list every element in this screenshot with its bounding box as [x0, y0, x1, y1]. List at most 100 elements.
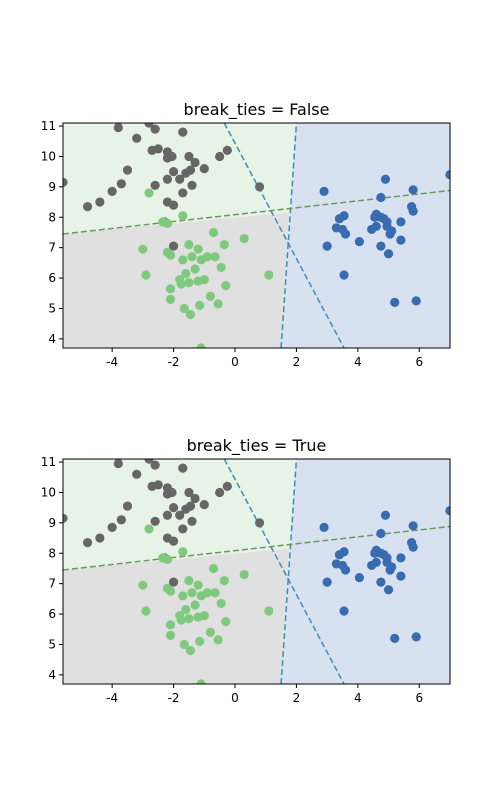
- scatter-point-gray: [199, 500, 209, 510]
- y-tick-label: 10: [41, 485, 56, 499]
- scatter-point-gray: [168, 167, 179, 177]
- scatter-point-green: [162, 554, 173, 564]
- scatter-point-green: [165, 630, 176, 640]
- scatter-point-green: [184, 576, 194, 586]
- scatter-point-gray: [150, 516, 160, 526]
- scatter-point-blue: [396, 553, 406, 563]
- scatter-point-gray: [222, 481, 232, 491]
- decision-boundary-1: [280, 459, 298, 684]
- scatter-point-gray: [175, 510, 185, 520]
- y-tick-label: 4: [48, 668, 56, 682]
- scatter-point-gray: [144, 123, 154, 128]
- scatter-point-blue: [396, 571, 406, 581]
- scatter-point-blue: [380, 510, 391, 520]
- scatter-point-gray: [113, 123, 123, 133]
- scatter-point-blue: [319, 186, 329, 197]
- scatter-point-blue: [322, 241, 332, 251]
- scatter-point-green: [219, 576, 229, 586]
- scatter-point-gray: [132, 133, 142, 143]
- scatter-point-blue: [339, 270, 349, 280]
- scatter-point-blue: [340, 229, 351, 239]
- scatter-point-green: [264, 606, 274, 616]
- scatter-point-green: [193, 580, 203, 590]
- scatter-point-gray: [185, 165, 196, 175]
- scatter-point-gray: [116, 179, 126, 189]
- scatter-point-green: [165, 250, 176, 260]
- scatter-point-green: [190, 264, 200, 274]
- y-tick-label: 6: [48, 607, 56, 621]
- scatter-point-gray: [178, 188, 188, 198]
- scatter-point-blue: [385, 565, 395, 575]
- scatter-point-green: [199, 610, 209, 621]
- scatter-point-green: [190, 600, 200, 610]
- scatter-point-green: [205, 291, 216, 301]
- scatter-point-green: [219, 240, 229, 250]
- scatter-point-gray: [168, 241, 179, 251]
- scatter-point-gray: [63, 513, 68, 523]
- y-tick-label: 11: [41, 119, 56, 133]
- scatter-point-gray: [175, 174, 185, 184]
- scatter-point-green: [176, 615, 186, 625]
- scatter-point-blue: [411, 296, 421, 306]
- scatter-point-gray: [153, 144, 163, 154]
- region-blue: [281, 123, 450, 348]
- scatter-point-gray: [63, 177, 68, 187]
- scatter-point-gray: [95, 533, 105, 543]
- y-tick-label: 4: [48, 332, 56, 346]
- plot-area: [63, 459, 450, 684]
- x-tick-label: 2: [293, 355, 301, 369]
- y-tick-label: 8: [48, 210, 56, 224]
- y-tick-label: 9: [48, 516, 56, 530]
- y-tick-label: 7: [48, 241, 56, 255]
- scatter-point-gray: [82, 202, 93, 212]
- scatter-point-blue: [383, 249, 394, 259]
- scatter-point-blue: [319, 522, 329, 533]
- scatter-point-gray: [168, 577, 179, 587]
- scatter-point-green: [144, 188, 154, 198]
- scatter-point-green: [144, 524, 154, 534]
- scatter-point-gray: [122, 501, 133, 511]
- x-tick-label: -2: [168, 691, 180, 705]
- scatter-point-green: [210, 588, 220, 598]
- scatter-point-gray: [162, 174, 173, 184]
- scatter-point-green: [178, 255, 188, 265]
- scatter-point-green: [213, 635, 223, 645]
- chart-title: break_ties = False: [184, 100, 330, 120]
- scatter-point-green: [208, 227, 219, 238]
- scatter-point-green: [216, 262, 226, 273]
- scatter-point-green: [195, 300, 205, 311]
- scatter-point-green: [187, 588, 197, 598]
- y-tick-label: 6: [48, 271, 56, 285]
- scatter-point-gray: [168, 503, 179, 513]
- scatter-point-blue: [376, 241, 386, 251]
- scatter-point-blue: [334, 214, 345, 224]
- scatter-point-gray: [150, 180, 160, 190]
- scatter-point-green: [205, 627, 216, 637]
- scatter-point-gray: [222, 145, 232, 155]
- scatter-point-gray: [184, 151, 194, 162]
- scatter-point-gray: [185, 501, 196, 511]
- scatter-point-blue: [380, 174, 391, 184]
- scatter-point-blue: [371, 557, 381, 567]
- scatter-point-blue: [445, 506, 450, 516]
- axes-frame: [62, 458, 451, 685]
- x-tick-label: -4: [106, 355, 118, 369]
- scatter-point-green: [196, 343, 206, 348]
- scatter-point-green: [202, 588, 212, 598]
- scatter-point-green: [264, 270, 274, 280]
- scatter-point-green: [179, 303, 189, 314]
- chart-panel-break-ties-true: -4 -2 0 2 4 6 4 5 6 7 8 9 10 11 break_ties = True: [41, 436, 451, 705]
- scatter-point-gray: [178, 463, 188, 473]
- chart-title: break_ties = True: [187, 436, 327, 456]
- scatter-point-blue: [383, 585, 394, 595]
- decision-boundary-2: [63, 189, 450, 235]
- scatter-point-blue: [408, 521, 418, 531]
- y-tick-label: 5: [48, 637, 56, 651]
- scatter-point-green: [216, 598, 226, 609]
- scatter-point-gray: [215, 151, 225, 162]
- scatter-point-green: [165, 284, 176, 294]
- decision-boundary-0: [223, 459, 345, 684]
- x-tick-label: 2: [293, 691, 301, 705]
- scatter-point-gray: [254, 182, 265, 192]
